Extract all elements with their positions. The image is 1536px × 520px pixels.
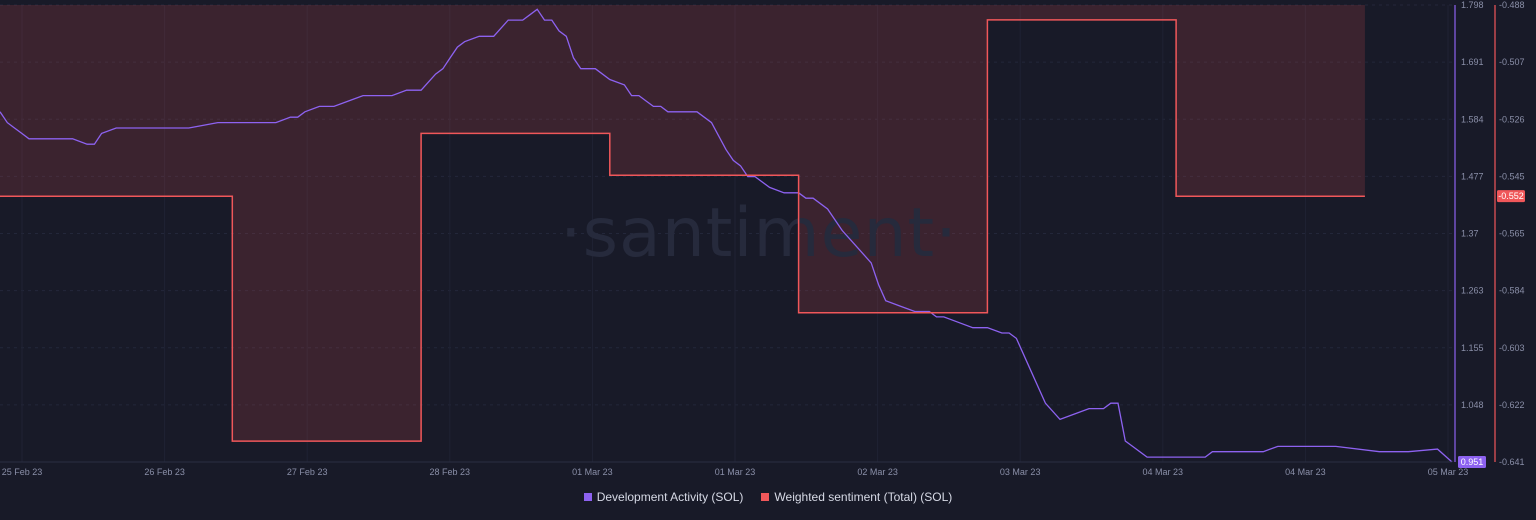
right-axis-tick-label: -0.526 [1499, 114, 1525, 124]
right-axis-tick-label: -0.565 [1499, 229, 1525, 239]
axes [0, 5, 1496, 463]
badge-background [1497, 190, 1525, 203]
chart-area: ·santiment· 1.798 1.691 1.584 1.477 1.37 1.26… [0, 0, 1525, 477]
last-value-badge-dev-activity: 0.951 [1458, 456, 1486, 468]
series-lines [0, 8, 1453, 463]
sentiment-area [0, 5, 1365, 442]
badge-background [1458, 456, 1486, 468]
legend-swatch-dev-activity [583, 493, 592, 501]
right-axis-tick-label: -0.641 [1499, 457, 1525, 467]
legend-swatch-weighted-sentiment [761, 493, 770, 501]
left-axis-tick-label: 1.798 [1461, 0, 1484, 10]
last-value-badge-weighted-sentiment: -0.552 [1497, 190, 1525, 203]
right-axis-tick-label: -0.584 [1499, 286, 1525, 296]
right-axis-tick-label: -0.507 [1499, 57, 1525, 67]
badge-label: 0.951 [1461, 457, 1484, 467]
right-axis-tick-label: -0.488 [1499, 0, 1525, 10]
right-axis-tick-label: -0.603 [1499, 343, 1525, 353]
left-axis-tick-label: 1.048 [1461, 400, 1484, 410]
series-line-dev-activity [0, 8, 1453, 463]
x-axis-tick-label: 27 Feb 23 [287, 467, 328, 477]
left-axis-tick-label: 1.477 [1461, 171, 1484, 181]
right-axis-tick-label: -0.545 [1499, 171, 1525, 181]
chart-legend: Development Activity (SOL) Weighted sent… [0, 490, 1536, 504]
value-badges: 0.951 -0.552 [1458, 190, 1525, 468]
legend-item-dev-activity[interactable]: Development Activity (SOL) [583, 490, 744, 504]
left-axis-tick-label: 1.155 [1461, 343, 1484, 353]
x-axis-tick-label: 04 Mar 23 [1143, 467, 1184, 477]
right-axis-tick-label: -0.622 [1499, 400, 1525, 410]
left-axis-tick-label: 1.37 [1461, 229, 1479, 239]
x-axis-tick-label: 26 Feb 23 [144, 467, 185, 477]
legend-label-dev-activity: Development Activity (SOL) [596, 490, 744, 504]
x-axis-tick-label: 02 Mar 23 [857, 467, 898, 477]
left-axis-tick-label: 1.691 [1461, 57, 1484, 67]
x-axis-tick-label: 05 Mar 23 [1428, 467, 1469, 477]
grid-lines [0, 4, 1452, 463]
sentiment-area-fill [0, 5, 1365, 442]
legend-item-weighted-sentiment[interactable]: Weighted sentiment (Total) (SOL) [761, 490, 952, 504]
x-axis-tick-label: 28 Feb 23 [430, 467, 471, 477]
tick-labels: 1.7981.6911.5841.4771.371.2631.1551.0480… [2, 0, 1525, 477]
x-axis-tick-label: 04 Mar 23 [1285, 467, 1326, 477]
x-axis-tick-label: 01 Mar 23 [715, 467, 756, 477]
badge-label: -0.552 [1498, 191, 1524, 201]
series-line-weighted-sentiment [0, 19, 1365, 442]
x-axis-tick-label: 25 Feb 23 [2, 467, 43, 477]
x-axis-tick-label: 03 Mar 23 [1000, 467, 1041, 477]
legend-label-weighted-sentiment: Weighted sentiment (Total) (SOL) [774, 490, 953, 504]
left-axis-tick-label: 1.584 [1461, 114, 1484, 124]
x-axis-tick-label: 01 Mar 23 [572, 467, 613, 477]
left-axis-tick-label: 1.263 [1461, 286, 1484, 296]
watermark: ·santiment· [560, 194, 958, 273]
